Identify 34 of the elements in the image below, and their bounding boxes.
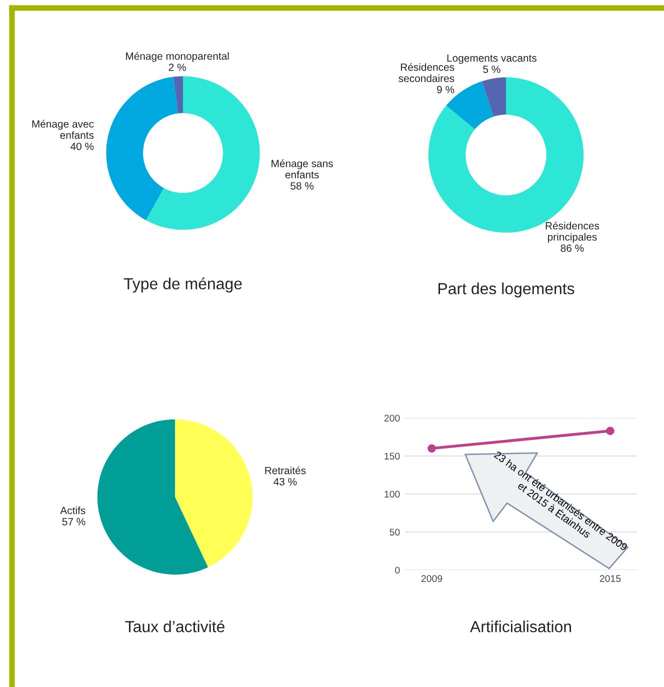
data-label: 58 % <box>290 182 314 190</box>
y-tick-label: 200 <box>384 414 400 422</box>
slice-label: Ménage avec enfants <box>32 120 94 139</box>
donut-slice <box>446 81 494 130</box>
slice-label: Retraités <box>265 466 306 474</box>
data-label: 9 % <box>437 86 454 94</box>
slice-label: Logements vacants <box>447 54 536 64</box>
x-tick-label: 2009 <box>421 575 442 582</box>
donut-slice <box>173 76 183 114</box>
slice-label: Ménage sans enfants <box>272 159 333 178</box>
text: Part des logements <box>438 282 574 298</box>
y-tick-label: 50 <box>390 528 400 536</box>
slice-label: Actifs <box>60 506 86 514</box>
x-tick-label: 2015 <box>600 575 621 582</box>
text: Taux d’activité <box>125 620 224 632</box>
text: Type de ménage <box>124 277 242 293</box>
data-label: 57 % <box>62 518 86 526</box>
y-tick-label: 0 <box>395 566 400 574</box>
donut-slice <box>106 76 178 220</box>
y-tick-label: 100 <box>384 490 400 498</box>
slice-label: Résidences secondaires <box>398 63 454 82</box>
text: Artificialisation <box>470 620 572 632</box>
donut-slice <box>146 76 260 230</box>
data-label: 40 % <box>70 142 94 150</box>
y-tick-label: 150 <box>384 452 400 460</box>
donut-slice <box>482 77 506 117</box>
slice-label: Résidences principales <box>546 222 600 243</box>
data-label: 2 % <box>168 64 186 71</box>
slice-label: Ménage monoparental <box>126 52 229 62</box>
data-label: 5 % <box>483 66 500 73</box>
data-label: 43 % <box>274 478 297 486</box>
pie-slice <box>97 419 208 575</box>
data-label: 86 % <box>560 244 584 252</box>
pie-slice <box>175 419 253 568</box>
